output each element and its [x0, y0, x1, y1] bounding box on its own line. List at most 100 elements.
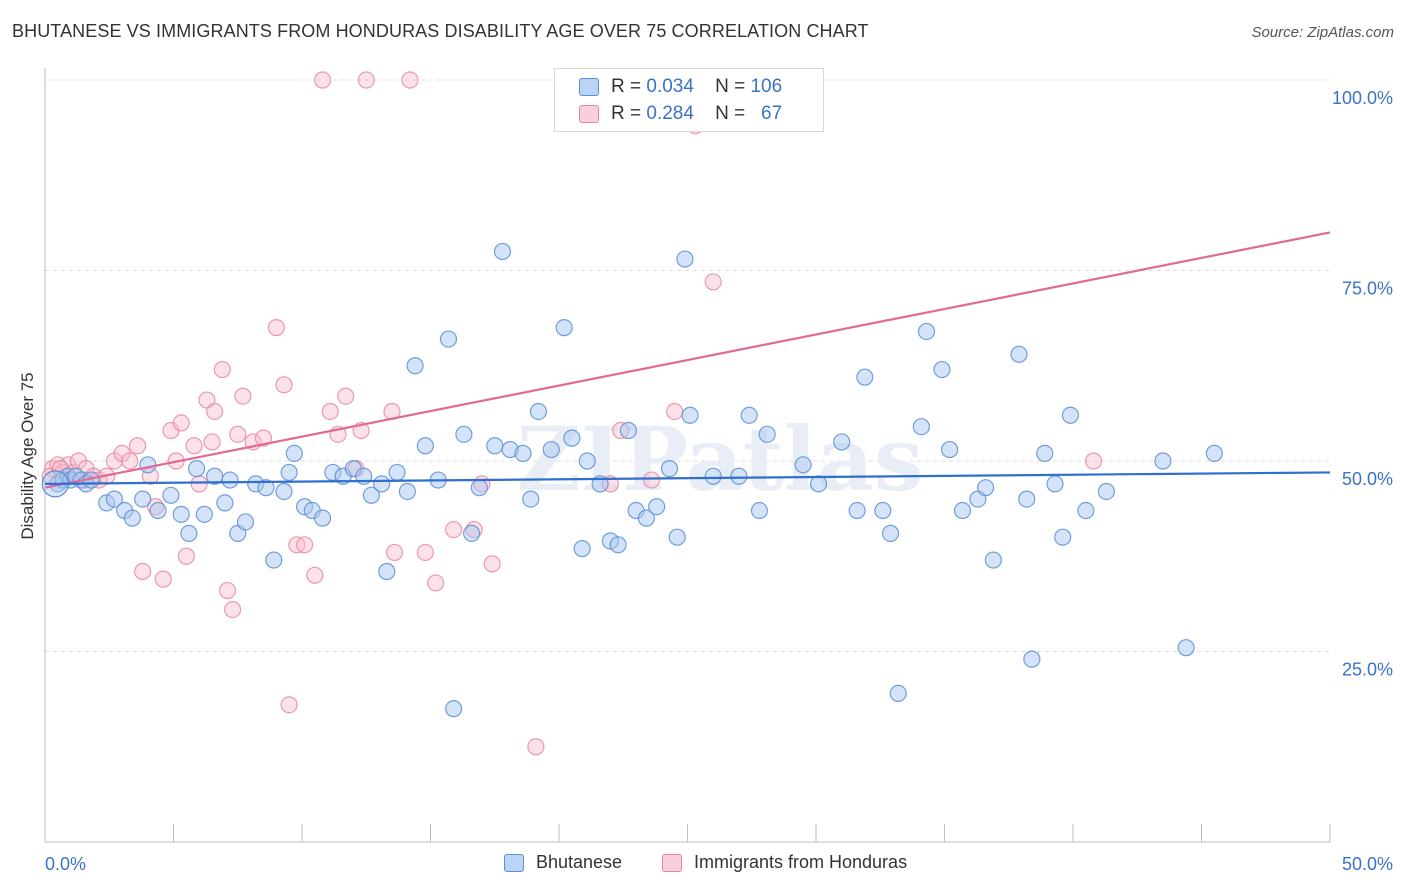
- bhutanese-point: [529, 402, 548, 421]
- bhutanese-point: [660, 460, 679, 478]
- bhutanese-point: [134, 490, 152, 508]
- bhutanese-point: [439, 330, 458, 348]
- stats-row-bhutanese: R = 0.034 N = 106: [579, 75, 782, 99]
- bhutanese-point: [794, 456, 812, 474]
- bhutanese-point: [139, 456, 157, 474]
- bhutanese-point: [1054, 528, 1072, 546]
- legend-label: Immigrants from Honduras: [694, 852, 908, 872]
- bhutanese-point: [881, 524, 900, 542]
- bhutanese-points: [41, 242, 1223, 718]
- bhutanese-point: [378, 562, 396, 581]
- bhutanese-point: [221, 471, 239, 489]
- legend-item-bhutanese[interactable]: Bhutanese: [504, 852, 622, 873]
- bhutanese-point: [977, 479, 995, 497]
- honduras-point: [401, 71, 419, 89]
- bhutanese-point: [493, 242, 512, 261]
- r-label: R =: [611, 103, 642, 124]
- bhutanese-point: [486, 437, 504, 455]
- bhutanese-point: [149, 501, 167, 520]
- honduras-point: [206, 402, 224, 421]
- bhutanese-point: [275, 482, 293, 501]
- bhutanese-point: [445, 700, 463, 718]
- honduras-point: [229, 425, 247, 443]
- bhutanese-point: [416, 437, 434, 455]
- honduras-point: [224, 600, 242, 619]
- bhutanese-point: [455, 425, 473, 443]
- honduras-point: [218, 581, 237, 600]
- bhutanese-point: [758, 425, 776, 443]
- bhutanese-point: [1023, 650, 1041, 668]
- honduras-point: [445, 520, 463, 539]
- bhutanese-point: [257, 479, 275, 497]
- stats-row-honduras: R = 0.284 N = 67: [579, 102, 782, 126]
- axis-layer: [44, 68, 1331, 843]
- bhutanese-point: [285, 444, 303, 462]
- honduras-point: [527, 738, 545, 756]
- bhutanese-point: [704, 467, 722, 485]
- honduras-point: [185, 437, 203, 455]
- y-tick-label: 100.0%: [1332, 88, 1393, 108]
- honduras-point: [190, 475, 208, 493]
- bhutanese-point: [463, 524, 481, 542]
- bhutanese-point: [730, 467, 748, 485]
- bhutanese-point: [105, 490, 123, 508]
- y-axis-label: Disability Age Over 75: [18, 372, 37, 539]
- bhutanese-point: [522, 490, 540, 508]
- bhutanese-point: [874, 501, 892, 520]
- y-tick-label: 75.0%: [1342, 279, 1393, 299]
- honduras-point: [213, 360, 231, 379]
- bhutanese-point: [188, 460, 206, 478]
- honduras-point: [280, 696, 298, 714]
- bhutanese-point: [406, 357, 424, 375]
- bhutanese-point: [123, 509, 141, 527]
- honduras-point: [357, 71, 375, 89]
- honduras-point: [704, 273, 722, 291]
- honduras-point: [254, 429, 273, 447]
- bhutanese-point: [1010, 345, 1028, 363]
- honduras-point: [427, 574, 445, 592]
- honduras-point: [416, 543, 434, 562]
- bhutanese-point: [984, 551, 1002, 569]
- honduras-swatch: [579, 105, 599, 123]
- honduras-point: [642, 471, 661, 489]
- honduras-point: [275, 376, 293, 394]
- bhutanese-point: [236, 513, 255, 531]
- honduras-point: [134, 562, 152, 581]
- bhutanese-point: [1205, 444, 1223, 462]
- bhutanese-point: [313, 509, 332, 527]
- bhutanese-point: [578, 452, 596, 470]
- x-tick-label: 50.0%: [1342, 854, 1393, 874]
- honduras-point: [306, 566, 324, 584]
- honduras-point: [177, 547, 195, 565]
- bhutanese-point: [1046, 475, 1064, 493]
- y-tick-label: 50.0%: [1342, 469, 1393, 489]
- honduras-point: [154, 570, 172, 588]
- source-label: Source: ZipAtlas.com: [1251, 24, 1394, 41]
- trend-lines: [44, 231, 1331, 489]
- bhutanese-point: [1061, 406, 1080, 424]
- legend-item-honduras[interactable]: Immigrants from Honduras: [662, 852, 907, 873]
- n-label: N =: [715, 76, 746, 97]
- bhutanese-point: [750, 501, 769, 520]
- watermark: ZIPatlas: [517, 407, 924, 511]
- bhutanese-point: [848, 501, 866, 520]
- bhutanese-point: [912, 418, 930, 436]
- bhutanese-swatch: [579, 78, 599, 96]
- bhutanese-point: [216, 494, 234, 512]
- bhutanese-trend-line: [44, 471, 1331, 485]
- bhutanese-point: [542, 440, 560, 459]
- bhutanese-point: [373, 475, 391, 493]
- bhutanese-point: [180, 524, 198, 542]
- honduras-point: [267, 319, 285, 337]
- honduras-point: [172, 414, 190, 432]
- bhutanese-point: [470, 479, 488, 497]
- tick-labels: 25.0% 50.0% 75.0% 100.0% 0.0% 50.0%: [45, 88, 1393, 874]
- honduras-point: [128, 437, 147, 455]
- r-value: 0.284: [646, 103, 694, 124]
- honduras-point: [337, 387, 355, 405]
- honduras-point: [121, 452, 139, 470]
- honduras-point: [295, 536, 314, 554]
- r-value: 0.034: [646, 76, 694, 97]
- bhutanese-point: [889, 684, 907, 703]
